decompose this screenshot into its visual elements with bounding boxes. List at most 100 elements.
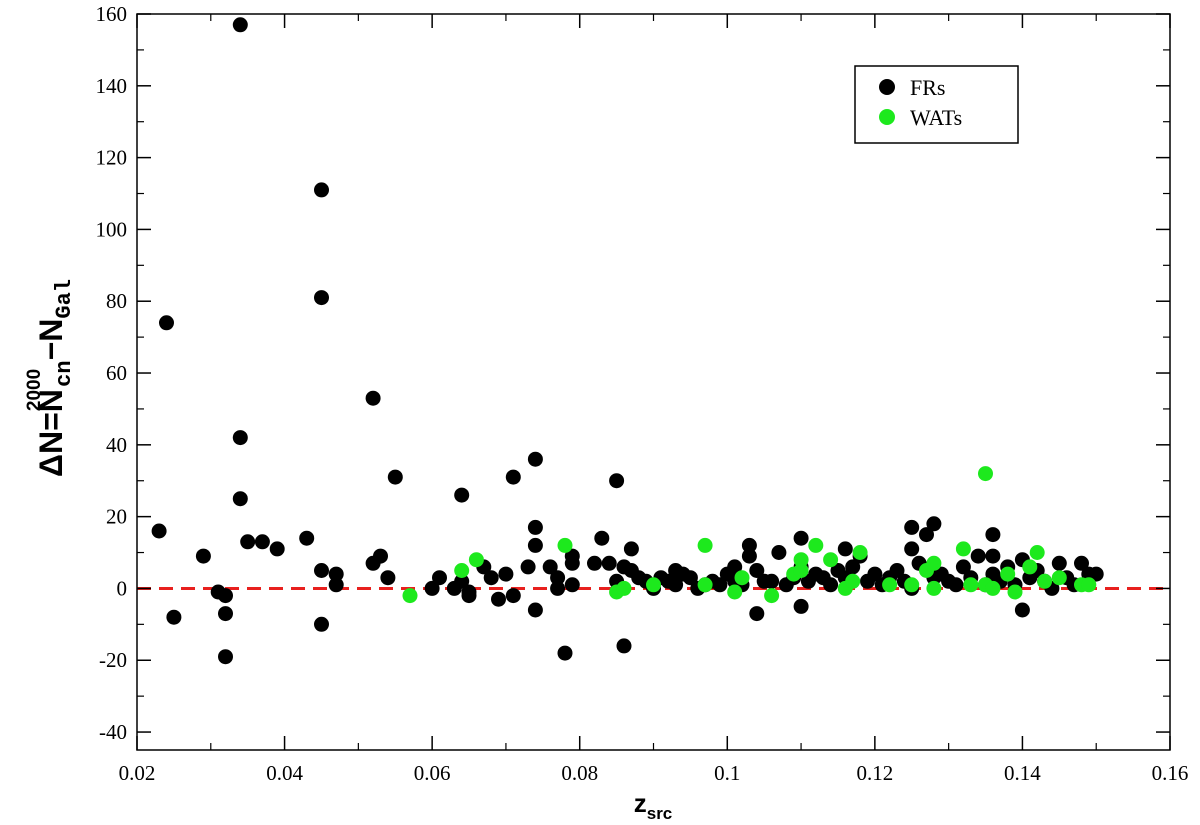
fr-point xyxy=(454,487,470,503)
x-tick-label: 0.12 xyxy=(856,761,893,785)
wat-point xyxy=(1029,545,1045,560)
fr-point xyxy=(424,580,440,596)
y-tick-label: -40 xyxy=(99,720,127,744)
fr-point xyxy=(1051,555,1067,571)
fr-point xyxy=(218,606,233,622)
wat-point xyxy=(557,537,573,553)
fr-point xyxy=(195,548,211,564)
fr-point xyxy=(985,527,1001,543)
y-tick-label: 40 xyxy=(106,433,127,457)
fr-point xyxy=(498,566,514,582)
wat-point xyxy=(646,577,661,593)
fr-point xyxy=(454,573,470,589)
fr-point xyxy=(550,580,566,596)
x-tick-label: 0.04 xyxy=(266,761,303,785)
fr-point xyxy=(314,616,329,632)
fr-point xyxy=(365,390,381,406)
fr-point xyxy=(159,315,174,331)
x-tick-label: 0.14 xyxy=(1004,761,1041,785)
y-axis-title-minus-n: −N xyxy=(33,319,69,361)
wat-point xyxy=(926,580,942,596)
fr-point xyxy=(594,530,610,546)
data-points-layer xyxy=(151,17,1104,665)
fr-point xyxy=(749,563,765,578)
fr-point xyxy=(564,577,580,593)
fr-point xyxy=(461,588,477,604)
fr-point xyxy=(955,559,971,575)
x-tick-label: 0.1 xyxy=(714,761,740,785)
fr-point xyxy=(491,591,506,607)
x-tick-label: 0.02 xyxy=(119,761,156,785)
fr-point xyxy=(483,570,499,586)
fr-point xyxy=(867,566,883,582)
legend: FRs WATs xyxy=(854,65,1019,144)
fr-point xyxy=(254,534,270,550)
legend-marker-wats xyxy=(879,109,895,125)
fr-point xyxy=(527,519,543,535)
fr-point xyxy=(623,541,639,557)
fr-point xyxy=(373,548,388,564)
y-tick-label: 80 xyxy=(106,289,127,313)
fr-point xyxy=(520,559,536,575)
fr-point xyxy=(542,559,558,575)
fr-point xyxy=(904,541,920,557)
x-tick-label: 0.08 xyxy=(561,761,598,785)
fr-point xyxy=(299,530,315,546)
fr-point xyxy=(557,645,573,661)
legend-marker-frs xyxy=(879,79,895,95)
wat-point xyxy=(926,555,942,571)
y-axis-title: ΔN=N2000 cn−NGal xyxy=(24,279,77,477)
series-wats xyxy=(402,466,1097,604)
fr-point xyxy=(380,570,396,586)
legend-label-frs: FRs xyxy=(910,75,945,100)
fr-point xyxy=(166,609,182,625)
fr-point xyxy=(328,566,344,582)
legend-label-wats: WATs xyxy=(910,105,962,130)
fr-point xyxy=(527,602,543,618)
fr-point xyxy=(793,530,809,546)
fr-point xyxy=(904,519,920,535)
wat-point xyxy=(985,580,1001,596)
fr-point xyxy=(926,516,942,532)
fr-point xyxy=(712,577,728,593)
fr-point xyxy=(151,523,167,539)
fr-point xyxy=(240,534,256,550)
fr-point xyxy=(1074,555,1089,571)
wat-point xyxy=(402,588,418,604)
y-tick-label: 120 xyxy=(96,146,128,170)
wat-point xyxy=(468,552,484,568)
fr-point xyxy=(845,559,861,575)
fr-point xyxy=(218,588,233,604)
fr-point xyxy=(682,570,698,586)
legend-box xyxy=(854,65,1019,144)
fr-point xyxy=(232,430,248,446)
wat-point xyxy=(1051,570,1067,586)
fr-point xyxy=(1088,566,1104,582)
fr-point xyxy=(601,555,617,571)
fr-point xyxy=(889,563,905,578)
wat-point xyxy=(1007,584,1023,600)
fr-point xyxy=(771,545,787,560)
fr-point xyxy=(505,469,521,485)
fr-point xyxy=(232,491,248,507)
fr-point xyxy=(269,541,285,557)
fr-point xyxy=(505,588,521,604)
fr-point xyxy=(793,598,809,614)
fr-point xyxy=(432,570,447,586)
y-tick-label: 160 xyxy=(96,2,128,26)
wat-point xyxy=(1081,577,1097,593)
x-tick-label: 0.06 xyxy=(414,761,451,785)
wat-point xyxy=(1037,573,1053,589)
wat-point xyxy=(793,563,809,578)
fr-point xyxy=(919,527,934,543)
wat-point xyxy=(734,570,750,586)
wat-point xyxy=(963,577,979,593)
wat-point xyxy=(793,552,809,568)
x-axis-title-main: z xyxy=(634,788,647,818)
fr-point xyxy=(232,17,248,33)
x-tick-label: 0.16 xyxy=(1152,761,1189,785)
wat-point xyxy=(764,588,780,604)
fr-point xyxy=(314,182,329,198)
fr-point xyxy=(749,606,765,622)
